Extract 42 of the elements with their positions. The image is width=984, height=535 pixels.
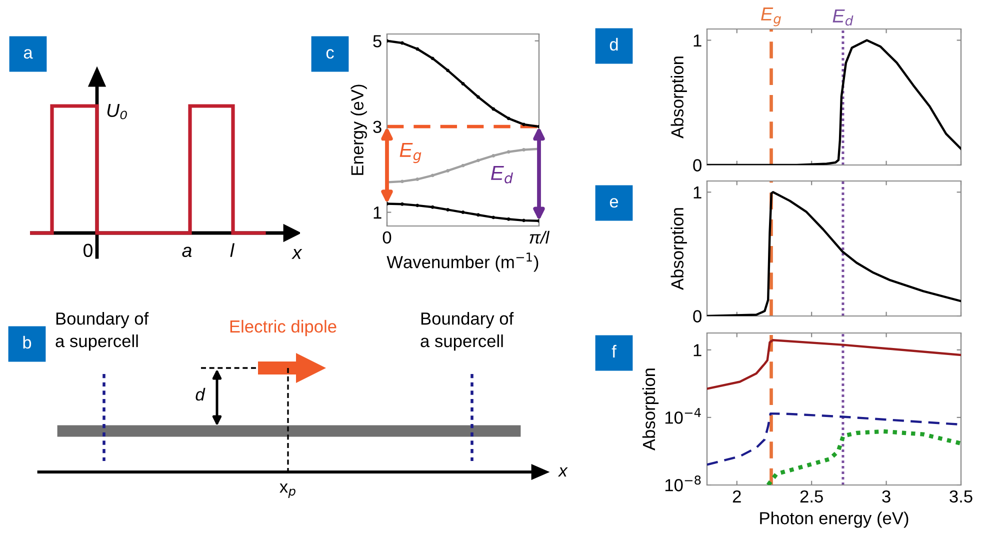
text: f xyxy=(612,344,616,358)
x-tick-label: 2 xyxy=(732,490,741,502)
ref-line-label: E$_{d}$ xyxy=(832,9,854,26)
x-tick-label: π/l xyxy=(530,230,550,244)
y-axis-title: Absorption xyxy=(670,208,687,290)
text: l xyxy=(230,243,235,257)
x-axis-title: Wavenumber (m$^{−1}$) xyxy=(386,252,538,272)
y-axis-title: Absorption xyxy=(670,56,687,138)
y-tick-label: 10$^{−8}$ xyxy=(665,475,701,492)
text: c xyxy=(326,49,334,59)
annotation: E$_{g}$ xyxy=(400,142,422,164)
y-tick-label: 0 xyxy=(693,159,702,172)
x-tick-label: 3.5 xyxy=(950,490,972,503)
y-axis-title: Absorption xyxy=(642,368,659,450)
text: Boundary of a supercell xyxy=(420,312,514,351)
y-axis-title: Energy (eV) xyxy=(350,84,367,175)
text: d xyxy=(610,38,618,51)
y-tick-label: 10$^{−4}$ xyxy=(665,408,701,424)
text: U₀ xyxy=(107,104,127,120)
text: Electric dipole xyxy=(230,320,336,336)
y-tick-label: 1 xyxy=(374,206,382,219)
y-tick-label: 1 xyxy=(694,34,702,47)
text: x xyxy=(292,248,302,259)
y-tick-label: 3 xyxy=(373,120,382,134)
text: 0 xyxy=(84,244,92,258)
text: e xyxy=(610,198,618,208)
text: x xyxy=(558,467,568,476)
text: a xyxy=(182,246,192,258)
y-tick-label: 5 xyxy=(373,35,382,48)
text: b xyxy=(23,336,32,349)
x-tick-label: 2.5 xyxy=(800,490,823,503)
ref-line-label: E$_{g}$ xyxy=(761,8,781,26)
x-tick-label: 3 xyxy=(882,490,890,503)
y-tick-label: 0 xyxy=(693,310,702,322)
x-axis-title: Photon energy (eV) xyxy=(760,512,908,528)
text: a xyxy=(24,49,33,59)
annotation: E$_{d}$ xyxy=(490,166,513,184)
text: x$_{p}$ xyxy=(280,484,296,498)
text: Boundary of a supercell xyxy=(56,312,149,351)
text: d xyxy=(196,388,206,401)
y-tick-label: 1 xyxy=(694,344,702,356)
y-tick-label: 1 xyxy=(694,186,702,198)
